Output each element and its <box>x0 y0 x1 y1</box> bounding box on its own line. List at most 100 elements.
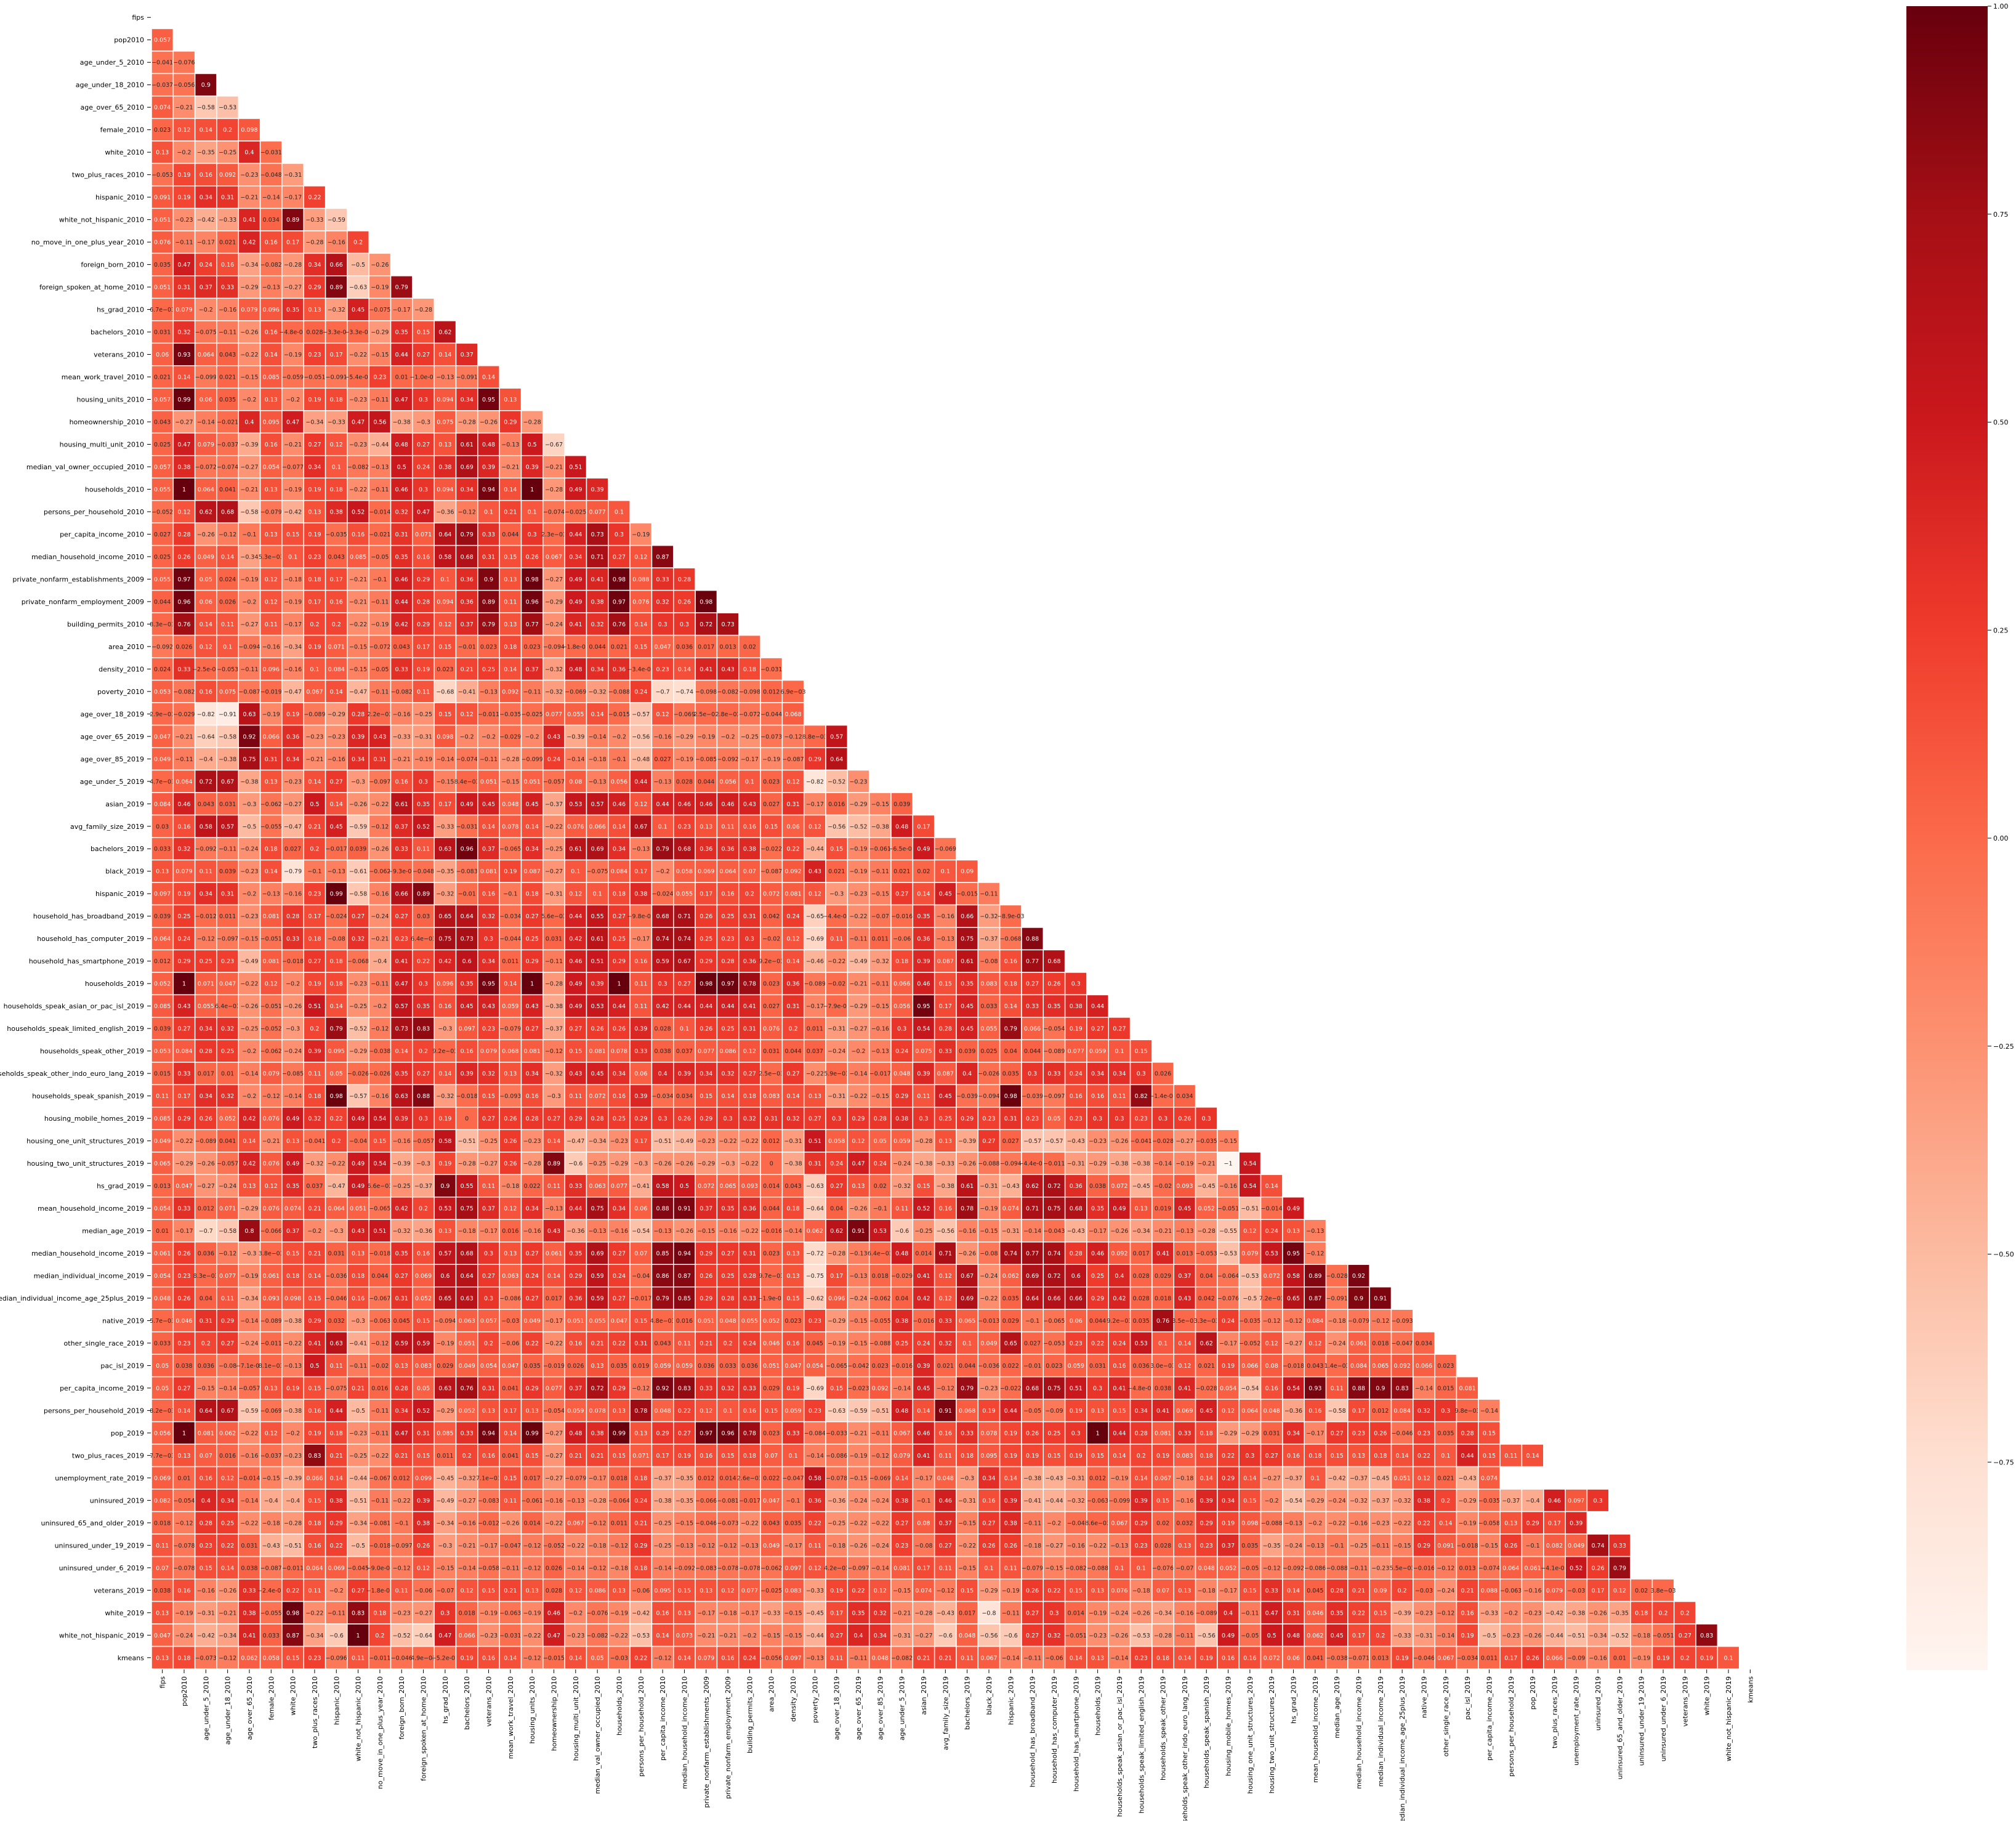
cell-value-label: 0.02 <box>874 1183 887 1190</box>
cell-value-label: −0.047 <box>499 1543 521 1549</box>
cell-value-label: −0.24 <box>871 1498 889 1504</box>
cell-value-label: 0.19 <box>504 868 517 875</box>
cell-value-label: 0.018 <box>154 1520 171 1527</box>
cell-value-label: 0.32 <box>177 329 190 336</box>
cell-value-label: 0.1 <box>528 509 537 515</box>
cell-value-label: −0.07 <box>871 913 889 920</box>
cell-value-label: −0.055 <box>260 1610 282 1617</box>
cell-value-label: 0.14 <box>504 487 517 493</box>
cell-value-label: −0.088 <box>608 688 630 695</box>
cell-value-label: 0.62 <box>1200 1340 1213 1347</box>
cell-value-label: 0.78 <box>961 1206 974 1213</box>
cell-value-label: 0.12 <box>939 1295 952 1302</box>
cell-value-label: −0.11 <box>175 240 193 246</box>
cell-value-label: 5.5e−03 <box>1390 1565 1415 1572</box>
cell-value-label: 0.98 <box>613 576 626 583</box>
cell-value-label: 0.19 <box>308 487 321 493</box>
heatmap-cell <box>347 679 369 703</box>
cell-value-label: 0.46 <box>939 1498 952 1504</box>
cell-value-label: −0.43 <box>1067 1228 1085 1235</box>
cell-value-label: 0.043 <box>154 419 171 426</box>
cell-value-label: −4.8e-03 <box>1127 1385 1155 1392</box>
cell-value-label: 0.57 <box>221 823 234 830</box>
cell-value-label: −0.21 <box>458 1543 476 1549</box>
cell-value-label: −0.3 <box>416 1161 430 1168</box>
cell-value-label: −0.34 <box>305 419 323 426</box>
cell-value-label: −0.19 <box>371 285 389 291</box>
cell-value-label: −0.1 <box>307 868 321 875</box>
cell-value-label: 0.67 <box>961 1273 974 1280</box>
cell-value-label: 0.12 <box>265 1183 278 1190</box>
cell-value-label: 0.21 <box>461 666 474 673</box>
cell-value-label: −0.17 <box>480 1543 498 1549</box>
cell-value-label: 0.039 <box>893 801 910 808</box>
cell-value-label: 0.24 <box>634 1498 647 1504</box>
cell-value-label: 8.1e−03 <box>259 1363 284 1370</box>
cell-value-label: 0.14 <box>330 688 343 695</box>
cell-value-label: −0.26 <box>219 1588 236 1594</box>
cell-value-label: 0.53 <box>1265 1251 1278 1258</box>
heatmap-cell <box>194 73 217 97</box>
cell-value-label: 0.027 <box>763 801 780 808</box>
cell-value-label: 0.27 <box>1026 981 1039 988</box>
cell-value-label: 0.13 <box>1504 1520 1517 1527</box>
cell-value-label: 0.093 <box>263 1295 280 1302</box>
cell-value-label: −0.11 <box>371 487 389 493</box>
cell-value-label: 0.31 <box>221 195 234 201</box>
cell-value-label: 0.097 <box>784 1565 801 1572</box>
cell-value-label: −0.26 <box>675 1228 693 1235</box>
cell-value-label: 0.63 <box>243 711 256 718</box>
cell-value-label: −0.019 <box>543 1363 565 1370</box>
cell-value-label: 0.3 <box>484 936 493 943</box>
cell-value-label: 0.093 <box>1176 1183 1193 1190</box>
cell-value-label: −0.011 <box>1043 1161 1065 1168</box>
cell-value-label: 2.9e−03 <box>150 711 175 718</box>
cell-value-label: −0.066 <box>260 1228 282 1235</box>
cell-value-label: −0.3 <box>547 1093 561 1100</box>
cell-value-label: 0.34 <box>1135 1408 1148 1415</box>
cell-value-label: 0.91 <box>678 1206 691 1213</box>
cell-value-label: −0.08 <box>328 936 345 943</box>
cell-value-label: 0.02 <box>1156 1520 1169 1527</box>
cell-value-label: 0.18 <box>613 891 626 898</box>
cell-value-label: −0.23 <box>284 1453 302 1460</box>
cell-value-label: −0.63 <box>828 1408 845 1415</box>
cell-value-label: 0.19 <box>1222 1363 1235 1370</box>
cell-value-label: 0.17 <box>917 1565 930 1572</box>
cell-value-label: 0.51 <box>569 464 582 470</box>
cell-value-label: 0.13 <box>526 1408 539 1415</box>
cell-value-label: −0.16 <box>871 1026 889 1033</box>
cell-value-label: 0.066 <box>306 1475 323 1482</box>
cell-value-label: 0.14 <box>1526 1453 1539 1460</box>
cell-value-label: 0.26 <box>1374 1430 1387 1437</box>
cell-value-label: −0.051 <box>260 1003 282 1010</box>
cell-value-label: −0.25 <box>545 846 563 853</box>
cell-value-label: 0.4 <box>201 1498 211 1504</box>
cell-value-label: 0.14 <box>786 958 799 965</box>
cell-value-label: 0.33 <box>700 1385 712 1392</box>
cell-value-label: 0.13 <box>438 442 451 448</box>
cell-value-label: −0.26 <box>849 1206 867 1213</box>
cell-value-label: 0.45 <box>961 1003 974 1010</box>
cell-value-label: 0.29 <box>700 1251 712 1258</box>
cell-value-label: 0.016 <box>828 801 845 808</box>
cell-value-label: 0.14 <box>1135 1475 1148 1482</box>
cell-value-label: 0.29 <box>417 576 430 583</box>
cell-value-label: −0.33 <box>436 823 454 830</box>
cell-value-label: 0.2 <box>1441 1498 1450 1504</box>
cell-value-label: 0.084 <box>1307 1318 1323 1325</box>
cell-value-label: −0.044 <box>499 936 521 943</box>
cell-value-label: 0.031 <box>241 1543 257 1549</box>
cell-value-label: 0.37 <box>482 846 495 853</box>
cell-value-label: 5.3e−03 <box>259 554 284 560</box>
cell-value-label: −0.15 <box>980 1228 998 1235</box>
cell-value-label: 0.072 <box>763 891 780 898</box>
heatmap-cell <box>412 679 435 703</box>
cell-value-label: 0.59 <box>591 1295 604 1302</box>
cell-value-label: 0.13 <box>1352 1453 1365 1460</box>
cell-value-label: −0.37 <box>654 1475 672 1482</box>
cell-value-label: 0.026 <box>219 599 236 605</box>
cell-value-label: −1.0e-03 <box>409 374 437 381</box>
cell-value-label: 0.25 <box>613 936 626 943</box>
cell-value-label: −0.16 <box>328 240 345 246</box>
